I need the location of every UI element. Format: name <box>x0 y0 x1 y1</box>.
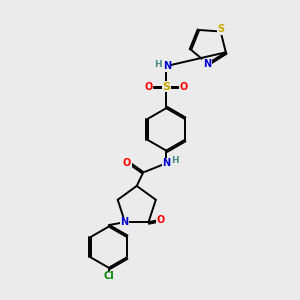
Text: N: N <box>163 61 171 71</box>
Text: N: N <box>162 158 170 168</box>
Text: O: O <box>157 215 165 225</box>
Text: S: S <box>162 82 170 92</box>
Text: H: H <box>171 156 178 165</box>
Text: O: O <box>180 82 188 92</box>
Text: H: H <box>154 60 162 69</box>
Text: N: N <box>203 59 211 69</box>
Text: N: N <box>120 217 128 227</box>
Text: S: S <box>218 24 225 34</box>
Text: O: O <box>123 158 131 168</box>
Text: Cl: Cl <box>103 271 114 281</box>
Text: O: O <box>144 82 153 92</box>
